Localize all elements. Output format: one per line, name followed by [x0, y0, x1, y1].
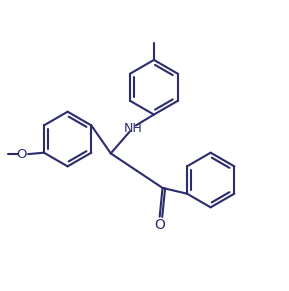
Text: NH: NH	[123, 123, 142, 136]
Text: O: O	[154, 218, 165, 232]
Text: O: O	[16, 148, 27, 161]
